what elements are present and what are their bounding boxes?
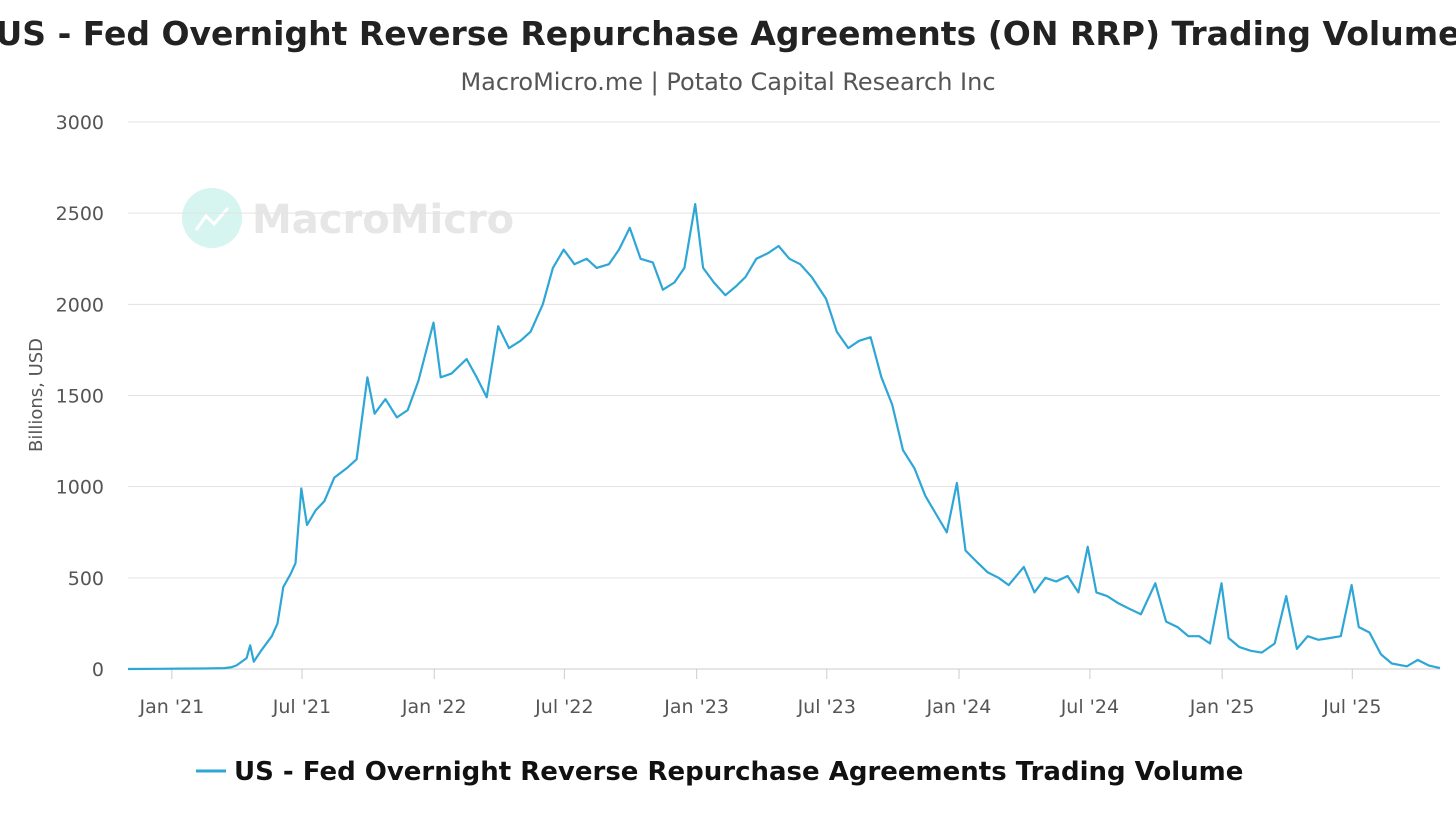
macromicro-logo-icon xyxy=(182,188,242,248)
series-layer xyxy=(127,203,1441,671)
grid xyxy=(128,121,1440,579)
x-tick-label: Jul '24 xyxy=(1060,696,1119,718)
watermark-text: MacroMicro xyxy=(252,197,514,243)
x-tick-label: Jan '22 xyxy=(401,696,467,718)
watermark: MacroMicro xyxy=(182,188,514,248)
x-axis-tick-labels: Jan '21 Jul '21 Jan '22 Jul '22 Jan '23 Jul '… xyxy=(138,696,1381,718)
chart-subtitle: MacroMicro.me | Potato Capital Research … xyxy=(460,68,995,96)
y-tick-label: 1000 xyxy=(56,477,104,499)
x-tick-label: Jan '23 xyxy=(663,696,729,718)
y-axis-tick-labels: 0 500 1000 1500 2000 2500 3000 xyxy=(56,112,104,681)
legend[interactable]: US - Fed Overnight Reverse Repurchase Ag… xyxy=(196,757,1243,787)
chart-title: US - Fed Overnight Reverse Repurchase Ag… xyxy=(0,14,1456,53)
y-tick-label: 3000 xyxy=(56,112,104,134)
y-tick-label: 2000 xyxy=(56,294,104,316)
x-tick-label: Jul '25 xyxy=(1322,696,1381,718)
y-tick-label: 500 xyxy=(68,568,104,590)
x-tick-label: Jan '25 xyxy=(1189,696,1255,718)
x-tick-label: Jan '24 xyxy=(926,696,992,718)
y-axis-label: Billions, USD xyxy=(26,338,47,452)
x-axis xyxy=(128,668,1440,679)
legend-label: US - Fed Overnight Reverse Repurchase Ag… xyxy=(234,757,1243,787)
y-tick-label: 0 xyxy=(92,659,104,681)
x-tick-label: Jul '22 xyxy=(534,696,593,718)
series-line xyxy=(127,203,1441,671)
x-tick-label: Jul '21 xyxy=(272,696,331,718)
x-tick-label: Jul '23 xyxy=(797,696,856,718)
y-tick-label: 2500 xyxy=(56,203,104,225)
y-tick-label: 1500 xyxy=(56,386,104,408)
x-tick-label: Jan '21 xyxy=(138,696,204,718)
